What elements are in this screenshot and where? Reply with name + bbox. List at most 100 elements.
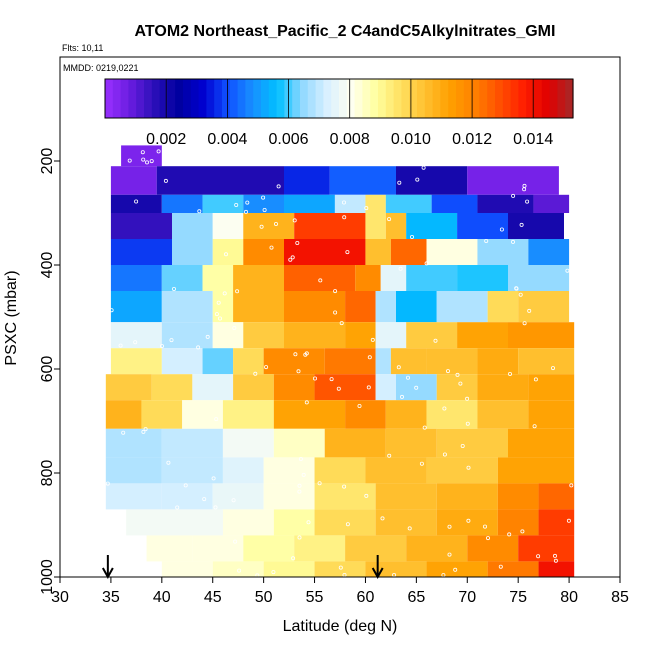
x-tick-label: 70 [458, 589, 476, 606]
heatmap-cell-4-0 [110, 239, 172, 265]
colorbar-swatch [463, 79, 473, 118]
colorbar-swatch [385, 79, 395, 118]
colorbar-swatch [167, 79, 176, 118]
sample-point [398, 266, 403, 271]
heatmap-cell-8-2 [202, 348, 234, 375]
heatmap-cell-11-3 [273, 428, 325, 458]
colorbar-swatch [229, 79, 239, 118]
heatmap-cell-9-9 [477, 374, 529, 401]
dates-label: MMDD: 0219,0221 [63, 63, 139, 73]
colorbar-swatch [331, 79, 340, 118]
heatmap-cell-9-3 [233, 374, 274, 401]
heatmap-cell-11-2 [222, 428, 274, 458]
colorbar-swatch [393, 79, 402, 118]
heatmap-cell-5-2 [202, 265, 234, 291]
colorbar-swatch [261, 79, 270, 118]
colorbar-swatch [144, 79, 153, 118]
sample-point [533, 377, 538, 382]
heatmap-cell-15-2 [243, 535, 295, 562]
sample-point [127, 158, 132, 163]
heatmap-cell-6-3 [233, 291, 284, 323]
sample-point [405, 375, 410, 380]
sample-point [409, 234, 414, 239]
sample-point [105, 481, 110, 486]
x-tick-label: 75 [509, 589, 527, 606]
colorbar-tick-label: 0.010 [391, 131, 431, 148]
sample-point [264, 365, 269, 370]
sample-point [329, 377, 334, 382]
sample-point [485, 536, 490, 541]
heatmap-cell-3-0 [110, 213, 172, 239]
sample-point [297, 489, 302, 494]
heatmap-cell-13-0 [105, 483, 162, 510]
colorbar-swatch [159, 79, 168, 118]
sample-point [514, 286, 519, 291]
heatmap-cell-4-4 [284, 239, 366, 265]
sample-point [345, 250, 350, 255]
sample-point [565, 268, 570, 273]
heatmap-cell-13-7 [497, 483, 539, 510]
heatmap-cell-7-3 [243, 322, 284, 349]
colorbar-swatch [370, 79, 379, 118]
heatmap-cell-14-7 [497, 509, 539, 536]
colorbar-swatch [354, 79, 363, 118]
heatmap-cell-8-6 [375, 348, 391, 375]
heatmap-cell-2-9 [477, 194, 534, 213]
sample-point [232, 325, 237, 330]
sample-point [222, 291, 227, 296]
colorbar-swatch [339, 79, 348, 118]
sample-point [433, 338, 438, 343]
heatmap-cell-11-1 [161, 428, 223, 458]
colorbar-swatch [245, 79, 254, 118]
sample-point [458, 381, 463, 386]
sample-point [269, 245, 274, 250]
sample-point [366, 385, 371, 390]
colorbar-swatch [557, 79, 566, 118]
heatmap-cell-6-9 [487, 291, 519, 323]
heatmap-cell-6-7 [396, 291, 437, 323]
x-tick-label: 85 [611, 589, 629, 606]
sample-point [171, 286, 176, 291]
x-tick-label: 45 [204, 589, 222, 606]
heatmap-cell-2-2 [202, 194, 244, 213]
colorbar-swatch [268, 79, 278, 118]
heatmap-cell-7-5 [345, 322, 376, 349]
sample-point [235, 289, 240, 294]
heatmap-cell-13-8 [538, 483, 575, 510]
colorbar-swatch [151, 79, 161, 118]
heatmap-cell-10-3 [222, 400, 274, 429]
sample-point [442, 452, 447, 457]
colorbar-tick-label: 0.012 [452, 131, 492, 148]
colorbar-swatch [409, 79, 418, 118]
heatmap-cell-1-5 [467, 166, 559, 195]
heatmap-cell-9-2 [192, 374, 234, 401]
sample-point [510, 239, 515, 244]
sample-point [202, 497, 207, 502]
sample-point [367, 355, 372, 360]
sample-point [109, 308, 114, 313]
heatmap-cell-0-0 [121, 145, 162, 167]
heatmap-cell-1-2 [284, 166, 330, 195]
colorbar-swatch [292, 79, 301, 118]
sample-point [317, 481, 322, 486]
x-tick-label: 35 [102, 589, 120, 606]
colorbar-swatch [175, 79, 184, 118]
sample-point [133, 340, 138, 345]
colorbar-tick-label: 0.004 [207, 131, 247, 148]
heatmap-cell-8-0 [110, 348, 162, 375]
heatmap-cell-12-0 [105, 457, 162, 484]
colorbar-tick-label: 0.002 [146, 131, 186, 148]
heatmap-cell-1-1 [156, 166, 284, 195]
x-tick-label: 30 [51, 589, 69, 606]
x-tick-label: 80 [560, 589, 578, 606]
heatmap-cell-3-5 [365, 213, 386, 239]
heatmap-cell-16-0 [161, 561, 213, 577]
sample-point [498, 564, 503, 569]
heatmap-cell-11-5 [385, 428, 437, 458]
sample-point [243, 209, 248, 214]
sample-point [414, 385, 419, 390]
sample-point [143, 427, 148, 432]
heatmap-cell-10-8 [477, 400, 529, 429]
heatmap-cell-9-1 [151, 374, 193, 401]
heatmap-cell-10-9 [528, 400, 575, 429]
